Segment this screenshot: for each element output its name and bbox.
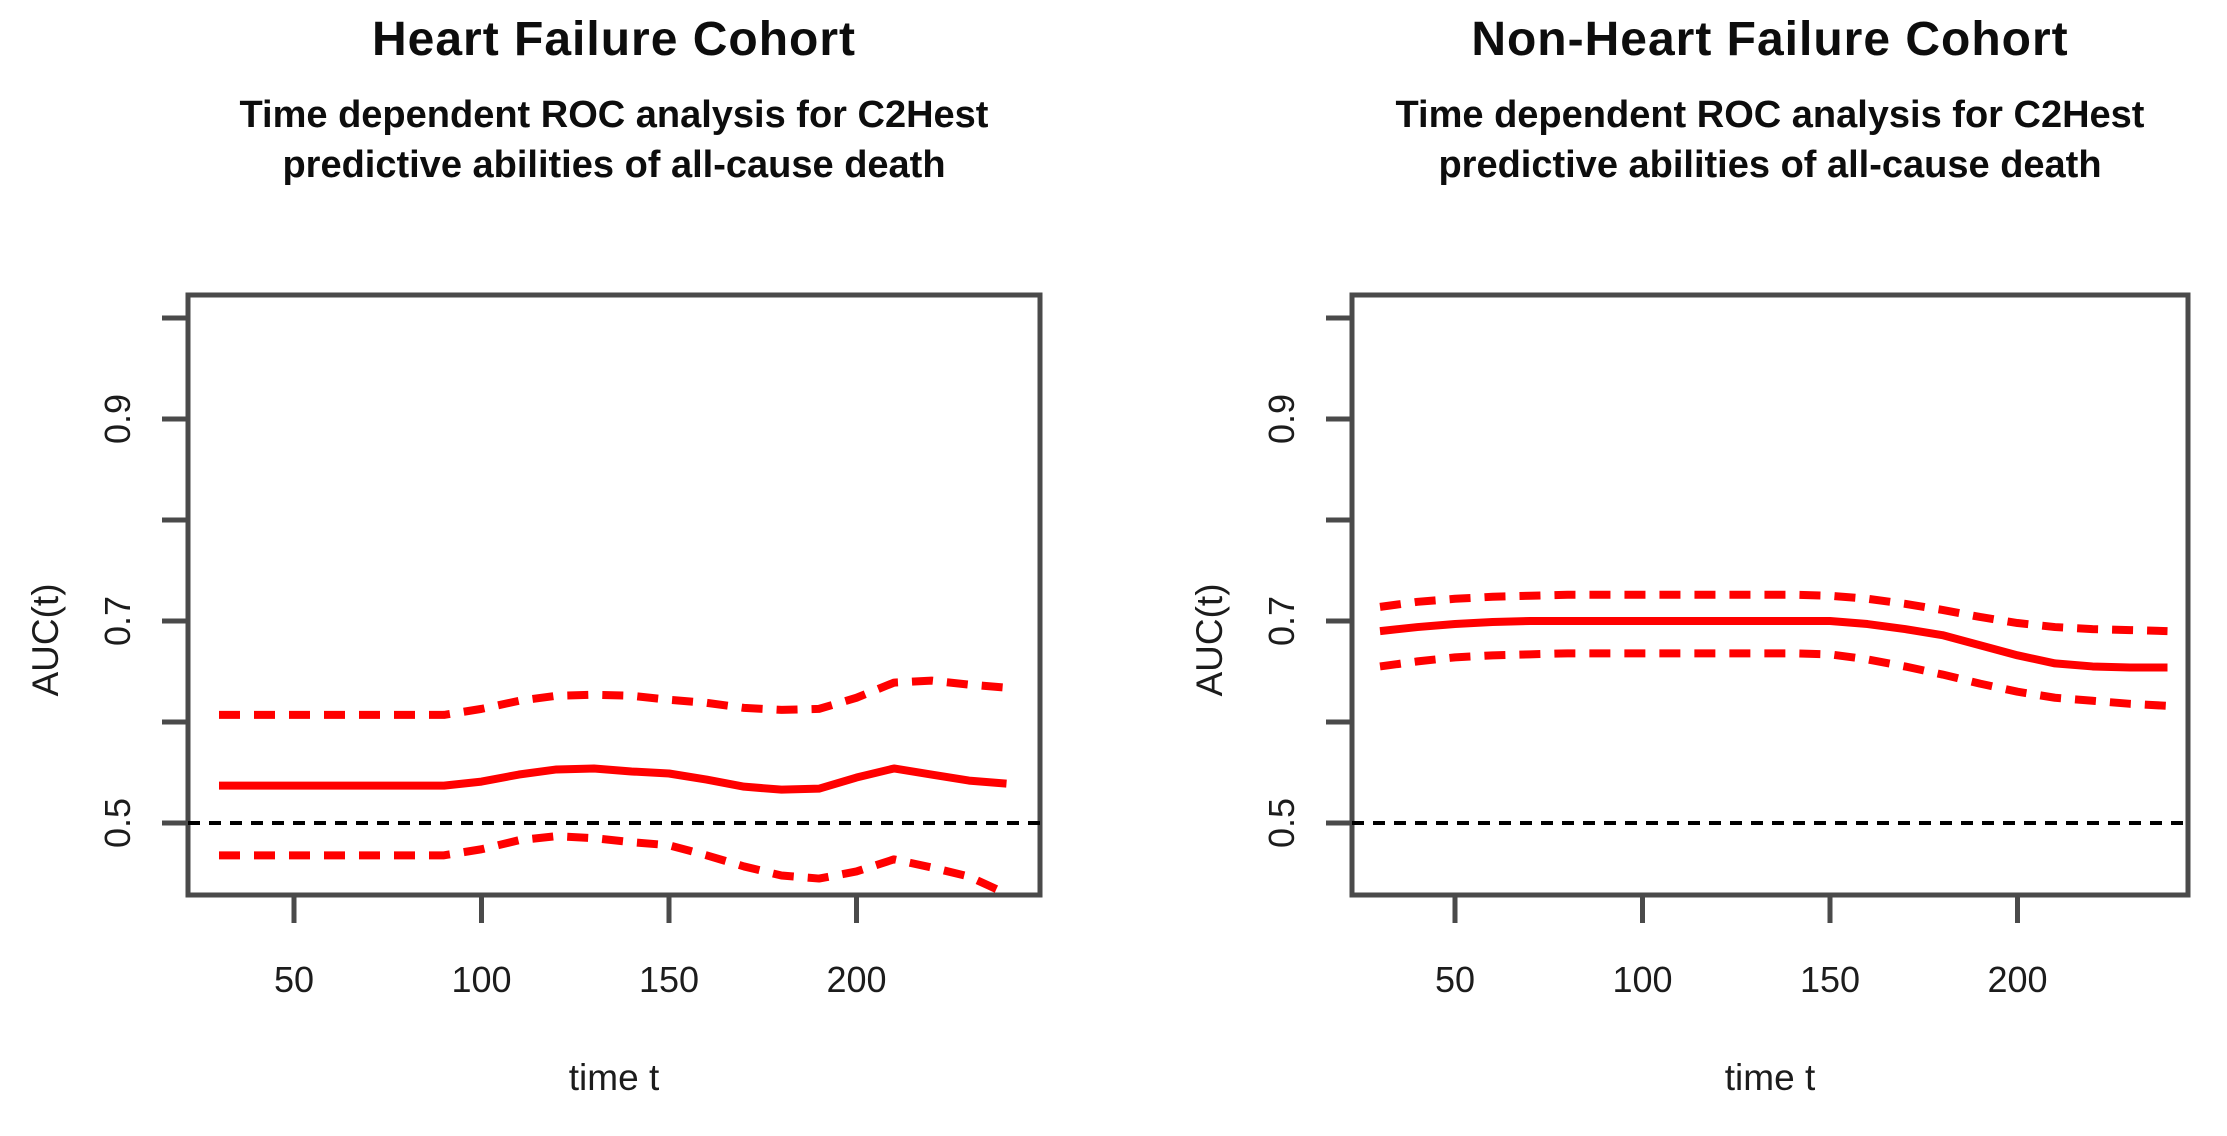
- y-axis-label: AUC(t): [1189, 583, 1230, 696]
- y-axis-label: AUC(t): [25, 583, 66, 696]
- x-axis-label: time t: [1725, 1057, 1816, 1098]
- x-tick-label: 100: [1612, 959, 1672, 1000]
- non-heart-failure-panel: Non-Heart Failure Cohort Time dependent …: [1114, 0, 2227, 1136]
- x-tick-label: 100: [451, 959, 511, 1000]
- y-tick-label: 0.5: [97, 798, 138, 848]
- y-tick-label: 0.7: [97, 596, 138, 646]
- roc-plot: 0.5 0.7 0.9 50 100 150 200 AUC(t) time t: [25, 292, 1043, 1098]
- chart-subtitle-line-2: predictive abilities of all-cause death: [282, 144, 946, 187]
- roc-plot: 0.5 0.7 0.9 50 100 150 200 AUC(t) time t: [1189, 292, 2191, 1098]
- y-tick-label: 0.7: [1261, 596, 1302, 646]
- heart-failure-panel: Heart Failure Cohort Time dependent ROC …: [25, 13, 1100, 1098]
- plot-box: [185, 292, 1043, 898]
- x-tick-label: 150: [1800, 959, 1860, 1000]
- confidence-band-curve: [219, 832, 1009, 898]
- y-tick-label: 0.5: [1261, 798, 1302, 848]
- chart-subtitle: Time dependent ROC analysis for C2Hest p…: [128, 90, 1100, 190]
- confidence-band-curve: [219, 676, 1007, 719]
- x-tick-label: 200: [1987, 959, 2047, 1000]
- chart-subtitle-line-2: predictive abilities of all-cause death: [1438, 144, 2102, 187]
- chart-subtitle: Time dependent ROC analysis for C2Hest p…: [1292, 90, 2227, 190]
- chart-subtitle-line-1: Time dependent ROC analysis for C2Hest: [1395, 94, 2145, 136]
- chart-title: Non-Heart Failure Cohort: [1471, 13, 2069, 66]
- confidence-band-curve: [1379, 649, 2168, 710]
- auc-curve: [1379, 617, 2168, 672]
- x-tick-label: 50: [274, 959, 314, 1000]
- plot-box: [1349, 292, 2191, 898]
- confidence-band-curve: [1379, 590, 2168, 636]
- auc-curve: [219, 764, 1007, 794]
- chart-title: Heart Failure Cohort: [371, 13, 857, 66]
- x-tick-label: 200: [826, 959, 886, 1000]
- x-tick-label: 150: [639, 959, 699, 1000]
- y-tick-label: 0.9: [97, 394, 138, 444]
- x-tick-label: 50: [1435, 959, 1475, 1000]
- y-tick-label: 0.9: [1261, 394, 1302, 444]
- chart-subtitle-line-1: Time dependent ROC analysis for C2Hest: [239, 94, 989, 136]
- x-axis-label: time t: [569, 1057, 660, 1098]
